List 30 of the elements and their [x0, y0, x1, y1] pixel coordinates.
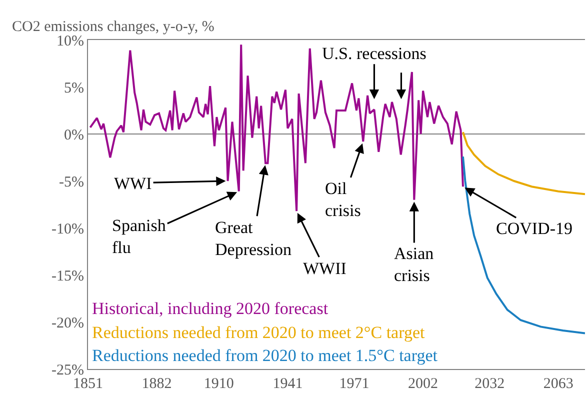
line-series — [462, 131, 585, 196]
x-tick-label: 2032 — [474, 376, 505, 392]
x-tick-label: 2002 — [408, 376, 438, 392]
text: Reductions needed from 2020 to meet 2°C target — [92, 323, 425, 342]
y-tick-label: -20% — [52, 315, 84, 332]
y-tick-label: 5% — [64, 80, 84, 96]
annotation: COVID-19 — [496, 219, 572, 238]
annotation: Oil crisis — [325, 179, 361, 220]
x-tick-label: 2063 — [543, 376, 574, 392]
x-tick-label: 1910 — [204, 376, 234, 392]
x-tick-label: 1851 — [73, 376, 103, 392]
y-tick-label: -10% — [52, 221, 84, 238]
annotation: WWI — [114, 174, 152, 193]
y-tick-label: -25% — [52, 362, 84, 378]
annotation: Great Depression — [215, 218, 292, 260]
annotation: Spanish flu — [112, 216, 166, 258]
y-tick-label: -15% — [52, 268, 84, 284]
y-tick-label: 0% — [64, 127, 84, 144]
x-tick-label: 1941 — [272, 376, 303, 392]
y-tick-label: -5% — [59, 174, 84, 190]
text: Historical, including 2020 forecast — [92, 299, 328, 318]
x-tick-label: 1882 — [142, 376, 172, 392]
y-axis-title: CO2 emissions changes, y-o-y, % — [12, 19, 214, 35]
annotation: Asian crisis — [394, 244, 434, 286]
x-tick-label: 1971 — [339, 376, 370, 392]
annotation: WWII — [303, 259, 347, 278]
line-series — [462, 156, 585, 334]
y-tick-label: 10% — [56, 33, 84, 50]
text: Reductions needed from 2020 to meet 1.5°C target — [92, 346, 438, 365]
annotation: U.S. recessions — [322, 44, 426, 63]
